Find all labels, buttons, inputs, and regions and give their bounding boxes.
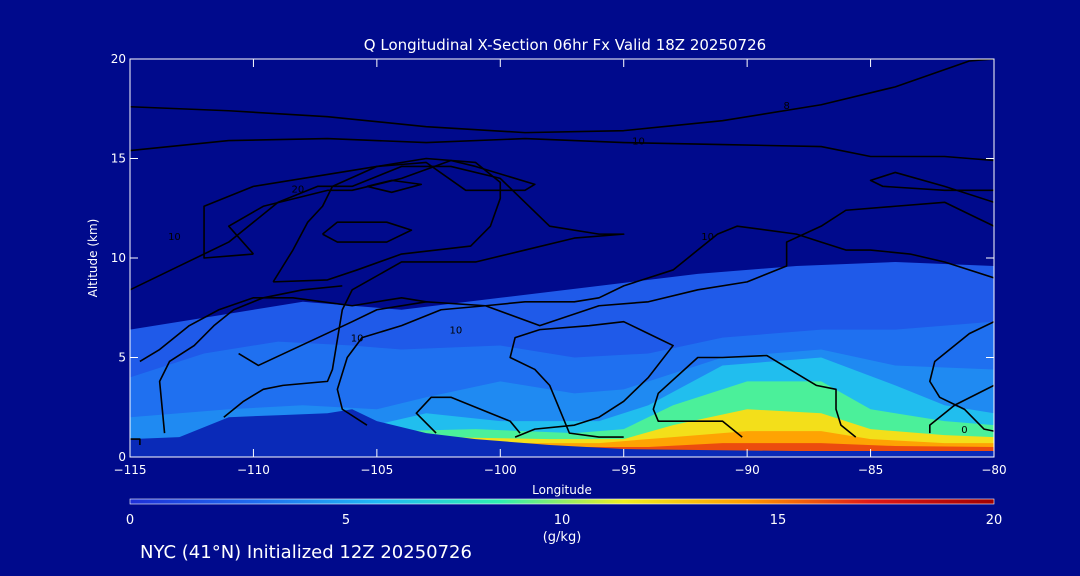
x-tick-label-0: −115 [114,463,147,477]
contour-line-11 [336,225,994,426]
x-tick-label-7: −80 [981,463,1006,477]
contour-line-6 [272,157,502,283]
contour-line-17 [130,438,141,446]
plot-area: 8 10 10 10 10 20 10 0 [130,59,994,457]
colorbar-unit-label: (g/kg) [543,530,582,545]
contour-line-3 [203,159,536,259]
contour-line-16 [929,384,994,434]
contour-label-1: 10 [632,137,645,148]
x-tick-label-2: −105 [360,463,393,477]
contour-label-7: 0 [961,425,967,436]
colorbar-tick-label-2: 10 [554,513,571,528]
contour-line-1 [130,137,994,162]
contour-label-0: 8 [783,101,789,112]
contour-line-8 [238,201,994,367]
contour-line-14 [652,354,857,438]
y-tick-label-2: 10 [111,251,126,265]
contour-label-6: 10 [449,326,462,337]
contour-line-4 [322,221,413,243]
y-axis-label: Altitude (km) [86,219,100,298]
init-footer: NYC (41°N) Initialized 12Z 20250726 [140,542,472,563]
contour-line-5 [366,179,423,194]
colorbar-bar [129,498,995,505]
axes: −115 −110 −105 −100 −95 −90 −85 −80 0 5 10 15 20 [111,52,1007,477]
x-tick-label-4: −95 [611,463,636,477]
contour-line-2 [869,171,994,204]
terrain [130,409,994,457]
x-tick-label-5: −90 [734,463,759,477]
y-tick-label-3: 15 [111,152,126,166]
contour-label-5: 20 [291,184,304,195]
y-tick-label-4: 20 [111,52,126,66]
y-tick-label-0: 0 [118,450,126,464]
x-tick-label-1: −110 [237,463,270,477]
colorbar-tick-label-0: 0 [126,513,134,528]
x-axis-label: Longitude [532,483,592,497]
chart-title: Q Longitudinal X-Section 06hr Fx Valid 1… [364,36,766,54]
colorbar: 0 5 10 15 20 [126,498,1003,528]
contour-line-13 [509,320,674,438]
colorbar-tick-label-1: 5 [342,513,350,528]
contour-line-0 [130,59,994,134]
x-tick-label-3: −100 [484,463,517,477]
x-tick-label-6: −85 [858,463,883,477]
y-tick-label-1: 5 [118,351,126,365]
colorbar-tick-label-4: 20 [986,513,1003,528]
contour-line-12 [415,396,521,434]
colorbar-tick-label-3: 15 [770,513,787,528]
contour-line-10 [158,285,343,434]
contour-line-7 [130,165,625,418]
contour-label-3: 10 [701,232,714,243]
contour-line-15 [929,320,994,432]
contour-line-9 [139,296,427,363]
contour-label-2: 10 [168,232,181,243]
contour-label-4: 10 [351,334,364,345]
